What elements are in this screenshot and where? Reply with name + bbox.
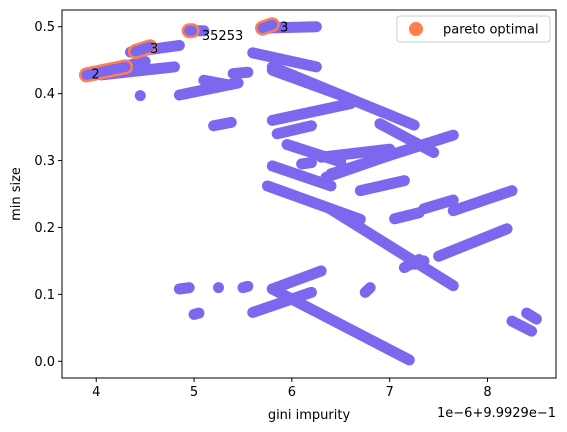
- pareto-cluster-core-0: [81, 61, 131, 80]
- point-cluster-13: [208, 116, 237, 132]
- point-cluster-26: [418, 194, 459, 215]
- point-cluster-30: [408, 255, 430, 270]
- point-cluster-22: [266, 160, 337, 192]
- point-cluster-33: [237, 280, 254, 294]
- point-cluster-25: [389, 207, 425, 225]
- legend-marker-pareto: [409, 22, 423, 36]
- point-cluster-31: [173, 282, 195, 295]
- point-cluster-9: [198, 74, 234, 91]
- point-cluster-12: [266, 98, 357, 126]
- point-annotation-2: 3: [150, 42, 158, 57]
- point-cluster-39: [506, 315, 538, 337]
- annotation-layer: 35253 3 3 2: [91, 21, 288, 83]
- y-axis-label: min size: [9, 167, 24, 221]
- y-tick-label: 0.1: [34, 288, 55, 303]
- plot-frame: [61, 9, 557, 379]
- point-cluster-14: [271, 120, 317, 140]
- x-tick-label: 6: [288, 385, 296, 400]
- legend: pareto optimal: [396, 15, 551, 43]
- point-cluster-24: [325, 203, 459, 292]
- point-cluster-28: [433, 223, 513, 262]
- pareto-cluster-core-3: [257, 19, 278, 34]
- x-tick-label: 5: [190, 385, 198, 400]
- x-tick-label: 4: [92, 385, 100, 400]
- point-cluster-40: [521, 307, 542, 325]
- y-axis: 0.0 0.1 0.2 0.3 0.4 0.5: [34, 20, 62, 370]
- point-cluster-11: [266, 64, 352, 103]
- point-cluster-36: [247, 286, 317, 318]
- point-cluster-20: [315, 143, 396, 163]
- point-cluster-19: [354, 175, 410, 197]
- point-cluster-16: [296, 157, 317, 170]
- x-axis: 4 5 6 7 8: [92, 378, 492, 400]
- point-cluster-18: [325, 129, 459, 180]
- x-tick-label: 7: [386, 385, 394, 400]
- point-cluster-21: [374, 118, 440, 159]
- x-tick-label: 8: [483, 385, 491, 400]
- point-cluster-38: [359, 282, 376, 298]
- y-tick-label: 0.3: [34, 154, 55, 169]
- point-annotation-3: 2: [91, 68, 99, 83]
- y-tick-label: 0.2: [34, 221, 55, 236]
- point-cluster-34: [266, 265, 327, 295]
- point-cluster-7: [227, 66, 254, 80]
- x-axis-label: gini impurity: [268, 408, 351, 423]
- point-cluster-8: [247, 47, 322, 73]
- y-tick-label: 0.5: [34, 20, 55, 35]
- y-tick-label: 0.0: [34, 355, 55, 370]
- point-cluster-37: [188, 307, 205, 320]
- point-annotation-1: 3: [280, 21, 288, 36]
- legend-box: [396, 15, 551, 43]
- point-cluster-27: [447, 185, 518, 217]
- pareto-cluster-core-1: [130, 41, 156, 57]
- pareto-layer: [78, 17, 280, 83]
- point-annotation-0: 35253: [202, 29, 243, 44]
- x-axis-offset-label: 1e−6+9.9929e−1: [437, 406, 556, 421]
- legend-label-pareto: pareto optimal: [443, 23, 539, 38]
- y-tick-label: 0.4: [34, 87, 55, 102]
